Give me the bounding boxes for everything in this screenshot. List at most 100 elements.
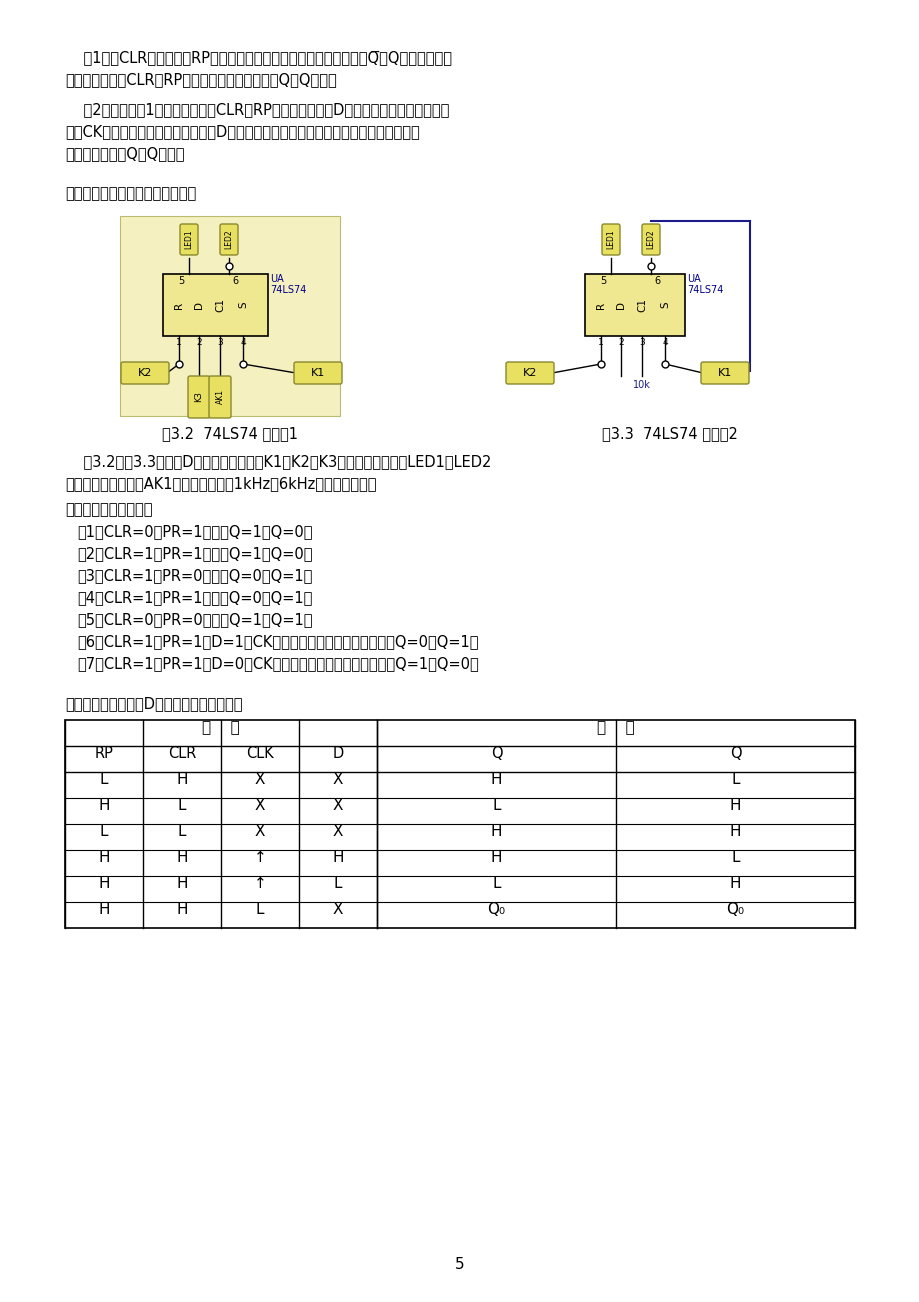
Text: X: X [333,772,343,788]
Text: 74LS74: 74LS74 [686,285,722,296]
Text: Q₀: Q₀ [487,902,505,918]
Text: D: D [332,746,344,762]
Text: ↑: ↑ [254,850,267,866]
Text: H: H [490,824,502,840]
Text: （1）将CLR（复位）、RP（置位）引脚接实验板上逻辑开关输出，Q̅、Q引脚接逻辑状: （1）将CLR（复位）、RP（置位）引脚接实验板上逻辑开关输出，Q̅、Q引脚接逻… [65,49,451,65]
Text: L: L [492,876,500,892]
Text: 是逻辑状态指示灯，AK1是单脉冲按鈕，1kHz、6kHz是时钟脉冲源。: 是逻辑状态指示灯，AK1是单脉冲按鈕，1kHz、6kHz是时钟脉冲源。 [65,477,376,491]
Text: C1: C1 [636,298,646,312]
FancyBboxPatch shape [700,362,748,384]
Text: L: L [177,824,186,840]
Text: （6）CLR=1，PR=1，D=1，CK接单脉冲，按单脉冲按鈕，测得Q=0，Q=1。: （6）CLR=1，PR=1，D=1，CK接单脉冲，按单脉冲按鈕，测得Q=0，Q=… [77,634,478,648]
Bar [119,216,340,417]
Text: 实验接线图、测试步骤、测试结果: 实验接线图、测试步骤、测试结果 [65,186,196,201]
Text: L: L [731,850,739,866]
FancyBboxPatch shape [220,224,238,255]
Text: K2: K2 [138,368,152,378]
Text: ↑: ↑ [254,876,267,892]
Text: （1）CLR=0，PR=1，测得Q=1，Q=0。: （1）CLR=0，PR=1，测得Q=1，Q=0。 [77,523,312,539]
Text: H: H [729,824,741,840]
Text: C1: C1 [215,298,225,312]
Text: H: H [98,902,109,918]
Text: （3）CLR=1，PR=0，测得Q=0，Q=1。: （3）CLR=1，PR=0，测得Q=0，Q=1。 [77,568,312,583]
FancyBboxPatch shape [180,224,198,255]
Text: H: H [98,850,109,866]
Text: 5: 5 [599,276,606,286]
Text: 1: 1 [597,339,603,348]
Text: 2: 2 [618,339,623,348]
FancyBboxPatch shape [641,224,659,255]
Text: X: X [255,798,265,814]
Text: Q: Q [490,746,502,762]
Text: 10k: 10k [632,380,651,391]
Text: 4: 4 [662,339,667,348]
Text: X: X [255,824,265,840]
FancyBboxPatch shape [601,224,619,255]
Text: S: S [238,302,248,309]
Text: RP: RP [95,746,113,762]
Text: L: L [177,798,186,814]
Text: 1: 1 [176,339,182,348]
Text: 出，CK（时钟）引脚接单次脉冲。在D为高电平和低电平的情况，分别按单次脉冲按鈕，: 出，CK（时钟）引脚接单次脉冲。在D为高电平和低电平的情况，分别按单次脉冲按鈕， [65,124,419,139]
Text: LED1: LED1 [606,229,615,249]
Text: 5: 5 [455,1256,464,1272]
Text: K3: K3 [194,392,203,402]
Text: 2: 2 [196,339,201,348]
Text: 3: 3 [217,339,222,348]
FancyBboxPatch shape [187,376,210,418]
Text: 4: 4 [240,339,245,348]
Text: LED1: LED1 [185,229,193,249]
Text: CLK: CLK [246,746,274,762]
Text: 6: 6 [232,276,238,286]
Text: CLR: CLR [167,746,196,762]
Text: H: H [176,876,187,892]
FancyBboxPatch shape [294,362,342,384]
Bar [584,273,685,336]
Text: LED2: LED2 [646,229,654,249]
Text: AK1: AK1 [215,389,224,405]
Text: X: X [255,772,265,788]
Text: H: H [332,850,344,866]
Text: H: H [176,772,187,788]
Text: 输    入: 输 入 [202,720,240,736]
Text: 根据上述测试，得出D触发器的功能表如下：: 根据上述测试，得出D触发器的功能表如下： [65,697,243,711]
Text: H: H [490,850,502,866]
Text: L: L [255,902,264,918]
Text: L: L [99,824,108,840]
Text: LED2: LED2 [224,229,233,249]
Text: H: H [729,798,741,814]
Text: H: H [98,798,109,814]
Text: （2）在步骤（1）的基础上，置CLR、RP引脚为高电平，D（数据）引脚接逻辑开关输: （2）在步骤（1）的基础上，置CLR、RP引脚为高电平，D（数据）引脚接逻辑开关… [65,102,448,117]
Text: （4）CLR=1，PR=1，测得Q=0，Q=1。: （4）CLR=1，PR=1，测得Q=0，Q=1。 [77,590,312,605]
Text: L: L [334,876,342,892]
Text: 74LS74: 74LS74 [269,285,306,296]
Text: H: H [490,772,502,788]
Text: 6: 6 [653,276,660,286]
Text: L: L [731,772,739,788]
Text: K1: K1 [311,368,324,378]
Text: 图3.2和图3.3是测试D触发器的接线图，K1、K2、K3是逻辑开关输出，LED1、LED2: 图3.2和图3.3是测试D触发器的接线图，K1、K2、K3是逻辑开关输出，LED… [65,454,491,469]
Text: H: H [98,876,109,892]
Text: 输    出: 输 出 [596,720,634,736]
Text: L: L [99,772,108,788]
Text: D: D [616,301,625,309]
Text: （7）CLR=1，PR=1，D=0，CK接单脉冲，按单脉冲按鈕，测得Q=1，Q=0。: （7）CLR=1，PR=1，D=0，CK接单脉冲，按单脉冲按鈕，测得Q=1，Q=… [77,656,478,671]
Text: H: H [176,902,187,918]
Text: H: H [176,850,187,866]
Bar [163,273,267,336]
Text: 观察现象并记录Q、Q的値。: 观察现象并记录Q、Q的値。 [65,146,185,161]
Text: D: D [194,301,204,309]
Text: 测试步骤及结果如下：: 测试步骤及结果如下： [65,503,153,517]
Text: K1: K1 [717,368,732,378]
Text: S: S [659,302,669,309]
FancyBboxPatch shape [505,362,553,384]
FancyBboxPatch shape [121,362,169,384]
Text: X: X [333,798,343,814]
Text: Q̅₀: Q̅₀ [726,902,743,918]
Text: Q̅: Q̅ [729,746,741,762]
Text: 态显示灯，改变CLR、RP的电平，观察现象并记录Q、Q的値。: 态显示灯，改变CLR、RP的电平，观察现象并记录Q、Q的値。 [65,72,336,87]
Text: （2）CLR=1，PR=1，测得Q=1，Q=0。: （2）CLR=1，PR=1，测得Q=1，Q=0。 [77,546,312,561]
Text: 3: 3 [639,339,644,348]
Text: UA: UA [686,273,700,284]
Text: R: R [596,302,606,309]
